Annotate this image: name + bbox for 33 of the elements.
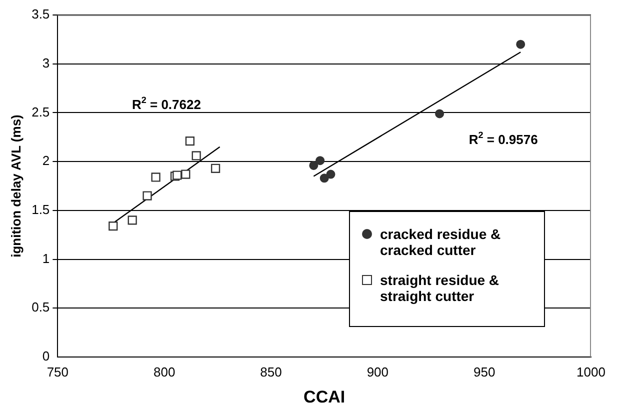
y-tick-label: 1.5 xyxy=(32,202,50,218)
y-axis-title: ignition delay AVL (ms) xyxy=(8,114,24,258)
y-tick-label: 0 xyxy=(42,348,50,364)
point xyxy=(309,160,318,170)
y-tick-label: 3.5 xyxy=(32,6,50,22)
point xyxy=(151,172,160,182)
point xyxy=(210,164,220,173)
x-tick-label: 950 xyxy=(473,364,496,380)
point xyxy=(142,191,152,200)
point xyxy=(108,222,118,231)
x-axis-title: CCAI xyxy=(304,387,346,406)
y-tick-label: 2.5 xyxy=(32,104,50,120)
x-tick-label: 900 xyxy=(366,364,389,380)
point xyxy=(192,151,201,160)
point xyxy=(516,40,526,49)
point xyxy=(320,174,329,183)
y-tick-label: 3 xyxy=(42,55,50,70)
point xyxy=(128,216,137,225)
point xyxy=(326,170,336,179)
point xyxy=(172,170,182,180)
y-tick-label: 1 xyxy=(42,250,50,266)
legend-label: straight residue & straight cutter xyxy=(380,272,500,304)
y-tick-label: 0.5 xyxy=(32,300,50,315)
x-tick-label: 750 xyxy=(46,364,69,380)
legend-label: cracked residue & cracked cutter xyxy=(380,226,502,258)
point xyxy=(316,156,325,166)
point xyxy=(185,136,194,146)
x-tick-label: 850 xyxy=(260,364,282,380)
x-tick-label: 800 xyxy=(153,364,176,380)
point xyxy=(181,170,190,179)
y-tick-label: 2 xyxy=(42,153,50,168)
x-tick-label: 1000 xyxy=(576,364,606,380)
point xyxy=(435,109,444,118)
